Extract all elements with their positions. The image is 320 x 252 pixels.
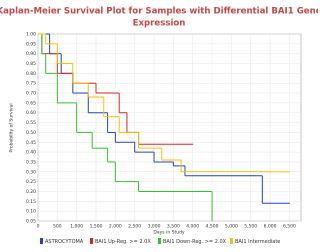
legend-label: ASTROCYTOMA (45, 239, 84, 245)
x-tick-label: 5,000 (225, 224, 238, 230)
legend-label: BAI1 Up-Reg. >= 2.0X (95, 239, 151, 245)
y-tick-label: 0.30 (26, 169, 36, 175)
y-tick-label: 0.60 (26, 110, 36, 116)
y-tick-label: 0.25 (26, 179, 36, 185)
x-tick-label: 5,500 (244, 224, 257, 230)
x-tick-label: 6,500 (283, 224, 296, 230)
y-tick-label: 0.90 (26, 51, 36, 57)
legend-label: BAI1 Down-Reg. >= 2.0X (163, 239, 227, 245)
y-tick-label: 0.10 (26, 209, 36, 215)
x-axis-label: Days in Study (153, 230, 185, 236)
legend-swatch (40, 238, 43, 244)
y-tick-label: 0.85 (26, 61, 36, 67)
y-tick-label: 0.15 (26, 199, 36, 205)
y-tick-label: 0.50 (26, 130, 36, 136)
x-tick-label: 4,500 (206, 224, 219, 230)
y-tick-label: 0.65 (26, 100, 36, 106)
y-tick-label: 0.75 (26, 81, 36, 87)
y-tick-label: 0.35 (26, 159, 36, 165)
legend-swatch (90, 238, 93, 244)
y-tick-label: 0.55 (26, 120, 36, 126)
chart-title: Expression (133, 19, 186, 29)
x-tick-label: 3,000 (148, 224, 161, 230)
y-tick-label: 0.70 (26, 91, 36, 97)
y-tick-label: 0.05 (26, 219, 36, 225)
legend-swatch (158, 238, 161, 244)
y-tick-label: 0.80 (26, 71, 36, 77)
y-tick-label: 1.00 (26, 32, 36, 38)
y-tick-label: 0.20 (26, 189, 36, 195)
x-tick-label: 6,000 (264, 224, 277, 230)
x-tick-label: 2,000 (109, 224, 122, 230)
x-tick-label: 1,000 (70, 224, 83, 230)
x-tick-label: 2,500 (128, 224, 141, 230)
x-tick-label: 1,500 (90, 224, 103, 230)
survival-curve (38, 33, 290, 173)
y-tick-label: 0.40 (26, 150, 36, 156)
x-tick-label: 0 (37, 224, 40, 230)
y-tick-label: 0.45 (26, 140, 36, 146)
chart-title: Kaplan-Meier Survival Plot for Samples w… (0, 7, 318, 17)
y-axis-label: Probability of Survival (9, 103, 15, 152)
x-tick-label: 3,500 (167, 224, 180, 230)
legend-label: BAI1 Intermediate (235, 239, 280, 245)
x-tick-label: 500 (53, 224, 62, 230)
y-tick-label: 0.95 (26, 41, 36, 47)
x-tick-label: 4,000 (186, 224, 199, 230)
legend-swatch (230, 238, 233, 244)
plot-area (37, 33, 302, 222)
